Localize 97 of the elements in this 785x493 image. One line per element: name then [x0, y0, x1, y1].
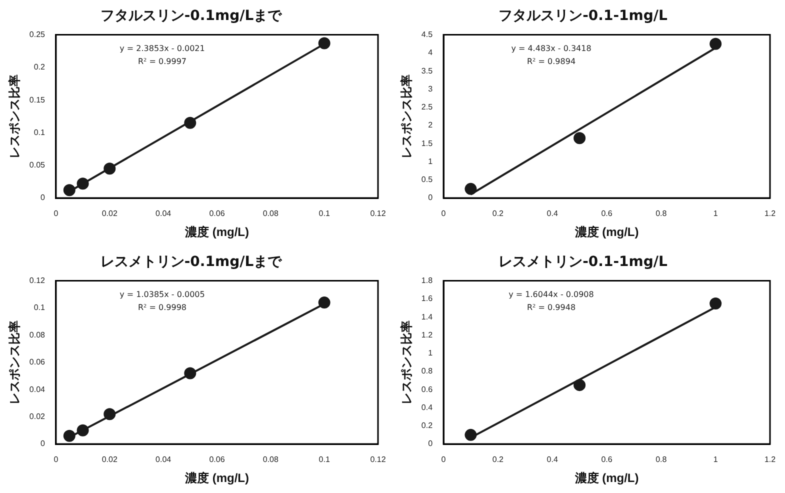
- x-tick-label: 0.08: [262, 209, 279, 218]
- x-tick-label: 0: [441, 209, 446, 218]
- x-axis-title: 濃度 (mg/L): [574, 471, 639, 486]
- y-tick-label: 1.8: [421, 276, 434, 286]
- x-tick-label: 0.06: [209, 455, 226, 464]
- x-tick-label: 0.6: [601, 209, 613, 218]
- x-tick-label: 0.06: [209, 209, 226, 218]
- y-tick-label: 1.4: [421, 312, 434, 322]
- annotation: R² = 0.9997: [138, 56, 187, 66]
- annotation: y = 1.0385x - 0.0005: [120, 290, 205, 299]
- annotation: y = 4.483x - 0.3418: [511, 44, 592, 53]
- y-tick-label: 0.1: [34, 303, 46, 312]
- chart-title: レスメトリン-0.1mg/Lまで: [100, 254, 283, 270]
- y-tick-label: 0.2: [421, 421, 434, 430]
- y-axis-title: レスポンス比率: [8, 320, 22, 404]
- y-tick-label: 0.4: [421, 402, 434, 412]
- point: [710, 38, 722, 50]
- x-tick-label: 0.02: [102, 209, 118, 218]
- point: [574, 379, 586, 392]
- y-tick-label: 0.02: [29, 412, 46, 422]
- point: [318, 37, 330, 50]
- y-tick-label: 3: [428, 84, 434, 94]
- point: [464, 182, 477, 195]
- x-tick-label: 0.04: [156, 209, 172, 218]
- y-tick-label: 0: [40, 193, 46, 202]
- point: [710, 297, 722, 310]
- y-axis-title: レスポンス比率: [400, 74, 414, 158]
- chart-title: フタルスリン-0.1-1mg/L: [498, 8, 668, 24]
- x-tick-label: 0: [54, 455, 59, 464]
- x-tick-label: 0.12: [370, 455, 386, 464]
- chart-title: フタルスリン-0.1mg/Lまで: [100, 8, 283, 24]
- annotation: y = 1.6044x - 0.0908: [508, 290, 594, 299]
- y-tick-label: 0.8: [421, 366, 434, 376]
- y-tick-label: 1.2: [421, 330, 434, 340]
- y-axis-title: レスポンス比率: [8, 74, 22, 158]
- x-tick-label: 0.1: [318, 455, 330, 464]
- x-axis-title: 濃度 (mg/L): [184, 225, 249, 240]
- y-tick-label: 0.2: [34, 62, 46, 72]
- y-tick-label: 0.08: [29, 330, 46, 340]
- y-tick-label: 0: [428, 439, 434, 448]
- x-tick-label: 0.8: [656, 209, 668, 218]
- y-tick-label: 1.6: [421, 294, 434, 304]
- x-tick-label: 0.2: [492, 455, 504, 464]
- x-axis-title: 濃度 (mg/L): [184, 471, 249, 486]
- x-tick-label: 1: [713, 455, 718, 464]
- x-tick-label: 0.04: [156, 455, 172, 464]
- x-tick-label: 0.2: [492, 209, 504, 218]
- x-tick-label: 0.1: [318, 209, 330, 218]
- x-tick-label: 0.12: [370, 209, 386, 218]
- y-tick-label: 0.25: [29, 30, 46, 40]
- y-tick-label: 0.12: [29, 276, 46, 286]
- point: [184, 367, 196, 380]
- x-tick-label: 0.6: [601, 455, 613, 464]
- y-tick-label: 1: [428, 156, 434, 166]
- point: [318, 296, 330, 309]
- y-tick-label: 0.5: [421, 175, 434, 184]
- chart-title: レスメトリン-0.1-1mg/L: [498, 254, 668, 270]
- x-tick-label: 0.4: [546, 455, 558, 464]
- x-tick-label: 1: [713, 209, 718, 218]
- y-tick-label: 3.5: [421, 66, 434, 76]
- annotation: R² = 0.9894: [526, 56, 576, 66]
- point: [104, 162, 116, 175]
- annotation: y = 2.3853x - 0.0021: [120, 44, 205, 53]
- y-tick-label: 0.1: [34, 128, 46, 137]
- y-tick-label: 0.05: [29, 160, 46, 170]
- y-tick-label: 4: [428, 48, 434, 58]
- y-tick-label: 0.06: [29, 358, 46, 367]
- x-tick-label: 0.08: [262, 455, 279, 464]
- x-tick-label: 0.02: [102, 455, 118, 464]
- y-tick-label: 1.5: [421, 138, 434, 148]
- x-tick-label: 0.4: [546, 209, 558, 218]
- point: [184, 116, 196, 129]
- annotation: R² = 0.9948: [526, 302, 576, 312]
- y-tick-label: 0: [428, 193, 434, 202]
- annotation: R² = 0.9998: [138, 302, 187, 312]
- point: [104, 408, 116, 420]
- x-tick-label: 0: [54, 209, 59, 218]
- x-tick-label: 1.2: [764, 455, 776, 464]
- point: [63, 184, 76, 196]
- point: [76, 424, 89, 436]
- y-tick-label: 2: [428, 120, 434, 130]
- y-tick-label: 0.04: [29, 384, 46, 394]
- point: [464, 428, 477, 441]
- y-tick-label: 1: [428, 348, 434, 358]
- y-tick-label: 0.6: [421, 384, 434, 394]
- x-axis-title: 濃度 (mg/L): [574, 225, 639, 240]
- y-tick-label: 0.15: [29, 95, 46, 104]
- x-tick-label: 0: [441, 455, 446, 464]
- point: [63, 430, 76, 442]
- y-tick-label: 2.5: [421, 102, 434, 112]
- x-tick-label: 0.8: [656, 455, 668, 464]
- point: [76, 178, 89, 190]
- y-axis-title: レスポンス比率: [400, 320, 414, 404]
- point: [574, 132, 586, 144]
- x-tick-label: 1.2: [764, 209, 776, 218]
- y-tick-label: 0: [40, 439, 46, 448]
- y-tick-label: 4.5: [421, 30, 434, 40]
